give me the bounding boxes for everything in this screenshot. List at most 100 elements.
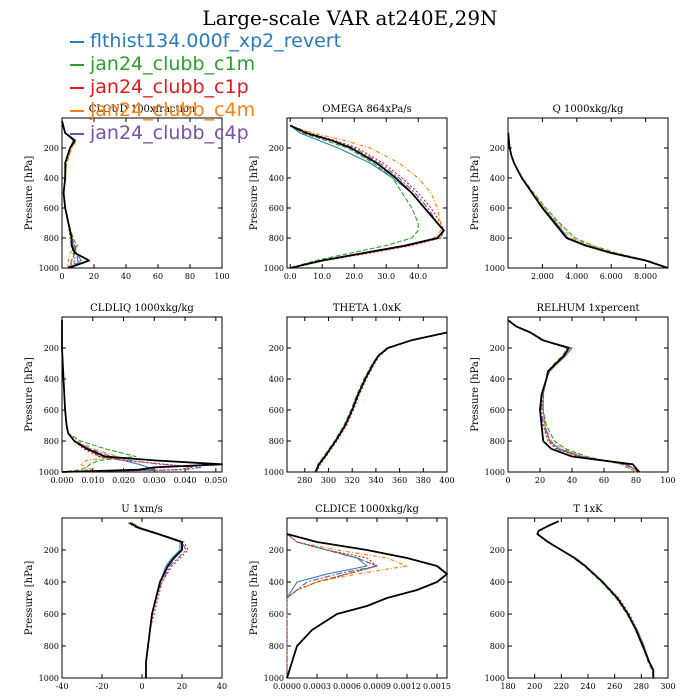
series-line-jan24_clubb_c1p xyxy=(507,319,640,473)
panel: CLDLIQ 1000xkg/kg Pressure [hPa] 200 400 600… xyxy=(24,303,227,485)
y-tick-label: 200 xyxy=(269,144,284,153)
series-line-control xyxy=(507,319,640,473)
y-tick-label: 200 xyxy=(269,344,284,353)
y-tick-label: 1000 xyxy=(39,674,59,683)
y-tick-label: 400 xyxy=(490,174,505,183)
series-line-jan24_clubb_c4p xyxy=(507,132,669,269)
x-tick-label: 0 xyxy=(139,682,144,691)
x-tick-label: 0.040 xyxy=(174,476,197,485)
legend-swatch xyxy=(70,40,84,43)
x-tick-label: 30.0 xyxy=(377,272,395,281)
y-tick-label: 600 xyxy=(269,610,284,619)
y-axis-label: Pressure [hPa] xyxy=(249,156,260,231)
plot-frame xyxy=(507,316,669,473)
plot-frame xyxy=(286,117,448,269)
panel-title: CLDICE 1000xkg/kg xyxy=(315,504,419,515)
series-line-control xyxy=(314,331,448,473)
x-tick-label: 240 xyxy=(580,682,595,691)
x-tick-label: 320 xyxy=(345,476,360,485)
y-tick-label: 400 xyxy=(490,375,505,384)
series-line-control xyxy=(536,520,655,678)
y-tick-label: 600 xyxy=(490,406,505,415)
figure-title: Large-scale VAR at240E,29N xyxy=(202,6,498,30)
y-tick-label: 800 xyxy=(44,234,59,243)
x-tick-label: 0.0000 xyxy=(273,682,301,691)
series-line-jan24_clubb_c1p xyxy=(129,522,189,678)
x-tick-label: 40 xyxy=(121,272,131,281)
series-line-jan24_clubb_c1m xyxy=(507,319,637,473)
series-line-jan24_clubb_c4m xyxy=(131,522,183,678)
series-line-jan24_clubb_c1p xyxy=(536,520,654,678)
y-tick-label: 800 xyxy=(269,437,284,446)
panel: THETA 1.0xK 200 400 600 800 1000 280 300 320 340 3… xyxy=(264,303,455,485)
y-tick-label: 600 xyxy=(269,204,284,213)
legend-label: jan24_clubb_c1m xyxy=(90,53,256,75)
x-tick-label: 20 xyxy=(177,682,187,691)
y-tick-label: 600 xyxy=(44,406,59,415)
x-tick-label: 380 xyxy=(416,476,431,485)
x-tick-label: 300 xyxy=(321,476,336,485)
x-tick-label: 180 xyxy=(500,682,515,691)
series-line-jan24_clubb_c1p xyxy=(286,533,378,678)
panel-title: T 1xK xyxy=(573,504,603,515)
series-line-jan24_clubb_c4m xyxy=(286,533,408,678)
panel: OMEGA 864xPa/s Pressure [hPa] 200 400 600 800… xyxy=(249,104,448,281)
y-tick-label: 200 xyxy=(44,546,59,555)
series-line-jan24_clubb_c4p xyxy=(536,520,654,678)
y-axis-label: Pressure [hPa] xyxy=(470,156,481,231)
y-tick-label: 1000 xyxy=(485,468,505,477)
y-tick-label: 1000 xyxy=(264,264,284,273)
legend-item: jan24_clubb_c1m xyxy=(70,53,341,76)
x-tick-label: 280 xyxy=(297,476,312,485)
series-line-jan24_clubb_c4p xyxy=(61,320,202,473)
series-line-jan24_clubb_c1m xyxy=(507,132,669,269)
x-tick-label: 2.000 xyxy=(531,272,554,281)
series-line-control xyxy=(129,522,183,678)
legend-item: jan24_clubb_c4m xyxy=(70,99,341,122)
series-line-jan24_clubb_c4p xyxy=(127,522,187,678)
plot-frame xyxy=(61,316,223,473)
x-tick-label: 60 xyxy=(599,476,609,485)
y-tick-label: 200 xyxy=(490,344,505,353)
x-tick-label: 6.000 xyxy=(600,272,623,281)
y-tick-label: 400 xyxy=(44,174,59,183)
x-tick-label: 60 xyxy=(153,272,163,281)
series-line-jan24_clubb_c4m xyxy=(536,520,654,678)
x-tick-label: 100 xyxy=(214,272,229,281)
y-tick-label: 1000 xyxy=(264,674,284,683)
x-tick-label: 400 xyxy=(439,476,454,485)
x-tick-label: 8.000 xyxy=(634,272,657,281)
x-tick-label: 80 xyxy=(631,476,641,485)
y-tick-label: 400 xyxy=(269,375,284,384)
panel-title: U 1xm/s xyxy=(121,504,163,515)
legend-swatch xyxy=(70,132,84,135)
series-line-jan24_clubb_c4p xyxy=(286,533,378,678)
y-tick-label: 200 xyxy=(44,144,59,153)
series-line-jan24_clubb_c4p xyxy=(289,125,445,269)
y-tick-label: 200 xyxy=(490,144,505,153)
y-tick-label: 600 xyxy=(44,610,59,619)
plot-frame xyxy=(286,517,448,679)
series-line-jan24_clubb_c1m xyxy=(536,520,654,679)
x-tick-label: 300 xyxy=(660,682,675,691)
x-tick-label: 0.010 xyxy=(81,476,104,485)
y-tick-label: 1000 xyxy=(264,468,284,477)
panel-title: CLDLIQ 1000xkg/kg xyxy=(90,303,194,314)
y-tick-label: 1000 xyxy=(485,674,505,683)
panel-title: Q 1000xkg/kg xyxy=(553,104,624,115)
x-tick-label: 0.020 xyxy=(112,476,135,485)
series-line-flthist134.000f_xp2_revert xyxy=(536,520,654,678)
legend: flthist134.000f_xp2_revert jan24_clubb_c… xyxy=(70,30,341,145)
series-line-jan24_clubb_c1m xyxy=(61,320,137,473)
y-tick-label: 400 xyxy=(44,375,59,384)
y-tick-label: 800 xyxy=(44,642,59,651)
series-line-jan24_clubb_c1m xyxy=(131,522,183,678)
legend-item: jan24_clubb_c1p xyxy=(70,76,341,99)
x-tick-label: 0.0 xyxy=(284,272,297,281)
panel-title: CLOUD 100xfraction xyxy=(89,104,196,115)
panel-title: OMEGA 864xPa/s xyxy=(322,104,412,115)
